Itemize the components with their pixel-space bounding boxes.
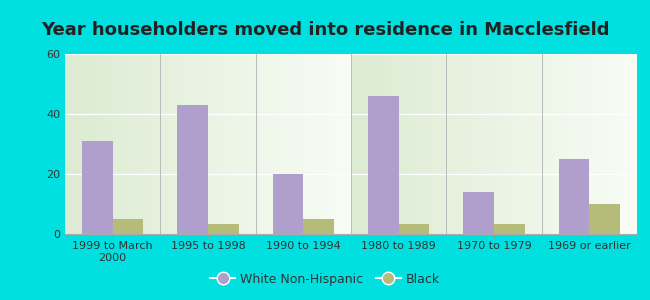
Bar (559, 159, 590, 234)
Text: Year householders moved into residence in Macclesfield: Year householders moved into residence i… (41, 21, 609, 39)
Bar (398, 224, 429, 234)
Bar (82, 141, 112, 234)
Bar (273, 174, 304, 234)
Bar (112, 219, 143, 234)
Bar (463, 192, 494, 234)
Bar (304, 219, 334, 234)
Legend: White Non-Hispanic, Black: White Non-Hispanic, Black (205, 268, 445, 291)
Bar (494, 224, 525, 234)
Bar (368, 96, 398, 234)
Bar (208, 224, 239, 234)
Bar (590, 204, 620, 234)
Bar (177, 105, 208, 234)
